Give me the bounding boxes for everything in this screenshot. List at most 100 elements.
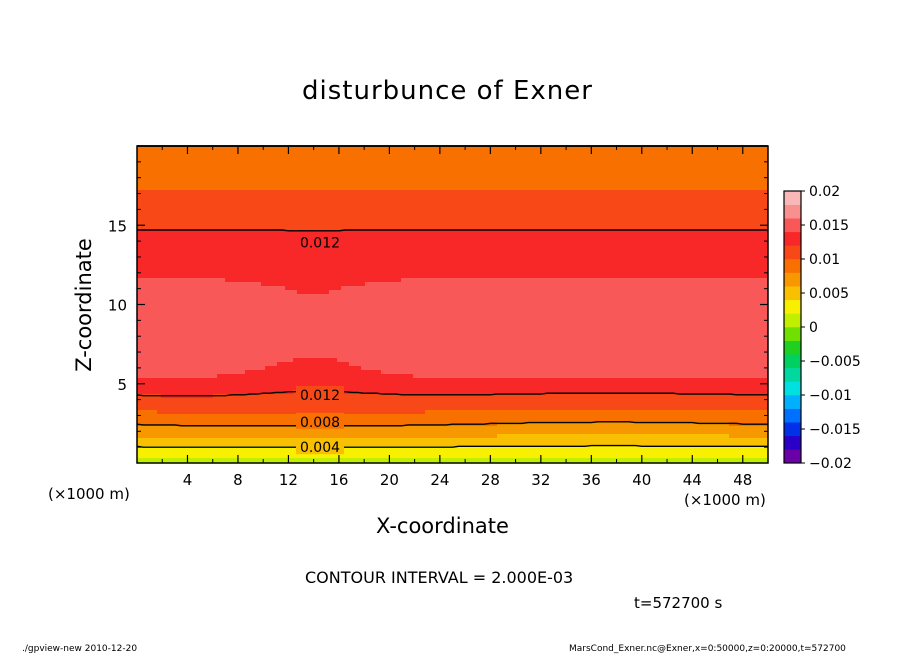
field-cell (173, 206, 178, 211)
field-cell (405, 254, 410, 259)
field-cell (453, 270, 458, 275)
field-cell (509, 178, 514, 183)
field-cell (637, 202, 642, 207)
field-cell (669, 210, 674, 215)
field-cell (709, 154, 714, 159)
field-cell (765, 166, 769, 171)
field-cell (485, 162, 490, 167)
field-cell (669, 222, 674, 227)
field-cell (657, 158, 662, 163)
field-cell (289, 182, 294, 187)
field-cell (221, 250, 226, 255)
field-cell (317, 162, 322, 167)
field-cell (553, 150, 558, 155)
field-cell (681, 182, 686, 187)
field-cell (617, 238, 622, 243)
field-cell (417, 254, 422, 259)
field-cell (737, 246, 742, 251)
field-cell (301, 146, 306, 151)
field-cell (297, 186, 302, 191)
field-cell (569, 206, 574, 211)
field-cell (237, 166, 242, 171)
field-cell (161, 182, 166, 187)
field-cell (269, 158, 274, 163)
field-cell (469, 198, 474, 203)
field-cell (441, 234, 446, 239)
field-cell (729, 174, 734, 179)
field-cell (453, 246, 458, 251)
field-cell (257, 266, 262, 271)
field-cell (209, 230, 214, 235)
field-cell (197, 170, 202, 175)
field-cell (385, 262, 390, 267)
field-cell (345, 266, 350, 271)
field-cell (581, 146, 586, 151)
field-cell (373, 186, 378, 191)
field-cell (233, 262, 238, 267)
field-cell (509, 150, 514, 155)
field-cell (533, 154, 538, 159)
field-cell (497, 186, 502, 191)
field-cell (649, 214, 654, 219)
field-cell (365, 190, 370, 195)
field-cell (633, 266, 638, 271)
field-cell (493, 158, 498, 163)
field-cell (465, 182, 470, 187)
field-cell (409, 178, 414, 183)
field-cell (269, 266, 274, 271)
field-cell (513, 218, 518, 223)
field-cell (617, 202, 622, 207)
field-cell (577, 186, 582, 191)
field-cell (725, 166, 730, 171)
field-cell (321, 158, 326, 163)
field-cell (289, 150, 294, 155)
field-cell (517, 222, 522, 227)
field-cell (205, 214, 210, 219)
field-cell (573, 254, 578, 259)
field-cell (293, 186, 298, 191)
field-cell (273, 250, 278, 255)
field-cell (217, 202, 222, 207)
field-cell (381, 166, 386, 171)
field-cell (573, 146, 578, 151)
field-cell (549, 154, 554, 159)
field-cell (405, 150, 410, 155)
field-cell (697, 154, 702, 159)
field-cell (765, 174, 769, 179)
field-cell (309, 198, 314, 203)
field-cell (297, 226, 302, 231)
field-cell (213, 258, 218, 263)
field-cell (449, 262, 454, 267)
field-cell (289, 158, 294, 163)
field-cell (221, 222, 226, 227)
field-cell (485, 258, 490, 263)
field-cell (381, 158, 386, 163)
field-cell (169, 258, 174, 263)
field-cell (197, 202, 202, 207)
field-cell (725, 238, 730, 243)
field-cell (473, 206, 478, 211)
field-cell (373, 174, 378, 179)
field-cell (761, 246, 766, 251)
field-cell (545, 198, 550, 203)
field-cell (521, 246, 526, 251)
field-cell (365, 266, 370, 271)
field-cell (489, 250, 494, 255)
field-cell (329, 162, 334, 167)
field-cell (241, 258, 246, 263)
field-cell (345, 254, 350, 259)
field-cell (461, 158, 466, 163)
field-cell (457, 194, 462, 199)
field-cell (641, 242, 646, 247)
field-cell (697, 254, 702, 259)
field-cell (217, 238, 222, 243)
field-cell (145, 262, 150, 267)
field-cell (457, 258, 462, 263)
field-cell (573, 182, 578, 187)
field-cell (437, 186, 442, 191)
field-cell (497, 246, 502, 251)
field-cell (309, 170, 314, 175)
field-cell (729, 198, 734, 203)
field-cell (217, 242, 222, 247)
field-cell (725, 242, 730, 247)
